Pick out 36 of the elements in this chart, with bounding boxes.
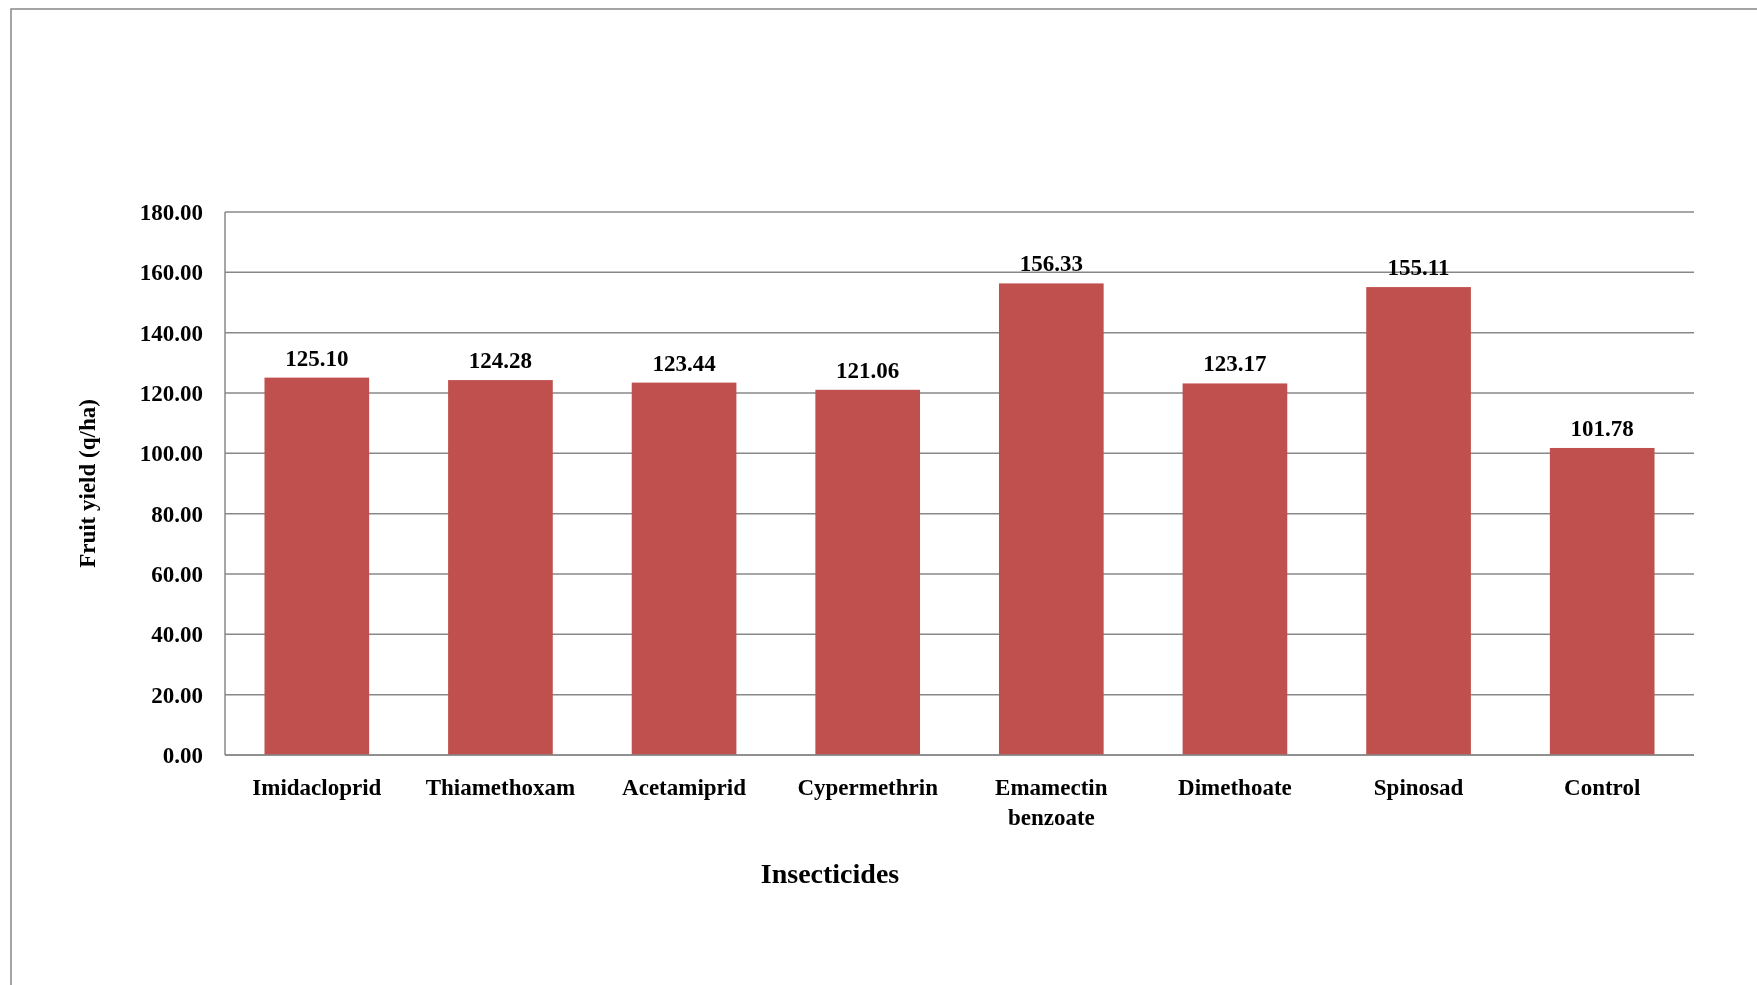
- y-tick-label: 160.00: [139, 260, 203, 286]
- y-tick-label: 60.00: [151, 562, 203, 588]
- data-label: 121.06: [836, 357, 900, 383]
- data-label: 156.33: [1019, 251, 1083, 277]
- bar: [1366, 287, 1471, 755]
- y-tick-label: 140.00: [139, 320, 203, 346]
- y-tick-label: 120.00: [139, 381, 203, 407]
- data-label: 125.10: [285, 345, 349, 371]
- bar: [998, 283, 1104, 755]
- x-tick-label: Cypermethrin: [797, 775, 939, 800]
- data-label: 101.78: [1570, 415, 1634, 441]
- x-axis-title: Insecticides: [760, 858, 900, 889]
- data-label: 124.28: [468, 348, 533, 374]
- bar: [264, 377, 370, 755]
- x-tick-label: Imidacloprid: [252, 775, 382, 800]
- bar: [1182, 383, 1288, 755]
- bar: [815, 389, 921, 755]
- x-tick-label: Acetamiprid: [622, 775, 747, 800]
- data-label: 155.11: [1387, 255, 1450, 281]
- y-tick-label: 0.00: [162, 743, 203, 769]
- data-label: 123.44: [652, 350, 717, 376]
- y-tick-label: 80.00: [151, 501, 203, 527]
- y-tick-label: 40.00: [151, 622, 203, 648]
- x-tick-label: Dimethoate: [1178, 775, 1292, 800]
- bar: [631, 382, 737, 755]
- bar: [1549, 447, 1655, 755]
- y-tick-label: 100.00: [139, 441, 203, 467]
- x-tick-label: Emamectin benzoate: [995, 775, 1108, 830]
- x-tick-label: Thiamethoxam: [425, 775, 576, 800]
- y-axis-title: Fruit yield (q/ha): [75, 399, 100, 568]
- bar: [448, 380, 553, 755]
- x-tick-label: Control: [1564, 775, 1641, 800]
- x-tick-label: Spinosad: [1373, 775, 1464, 800]
- y-tick-label: 20.00: [151, 682, 203, 708]
- data-label: 123.17: [1203, 351, 1267, 377]
- y-tick-label: 180.00: [139, 200, 203, 226]
